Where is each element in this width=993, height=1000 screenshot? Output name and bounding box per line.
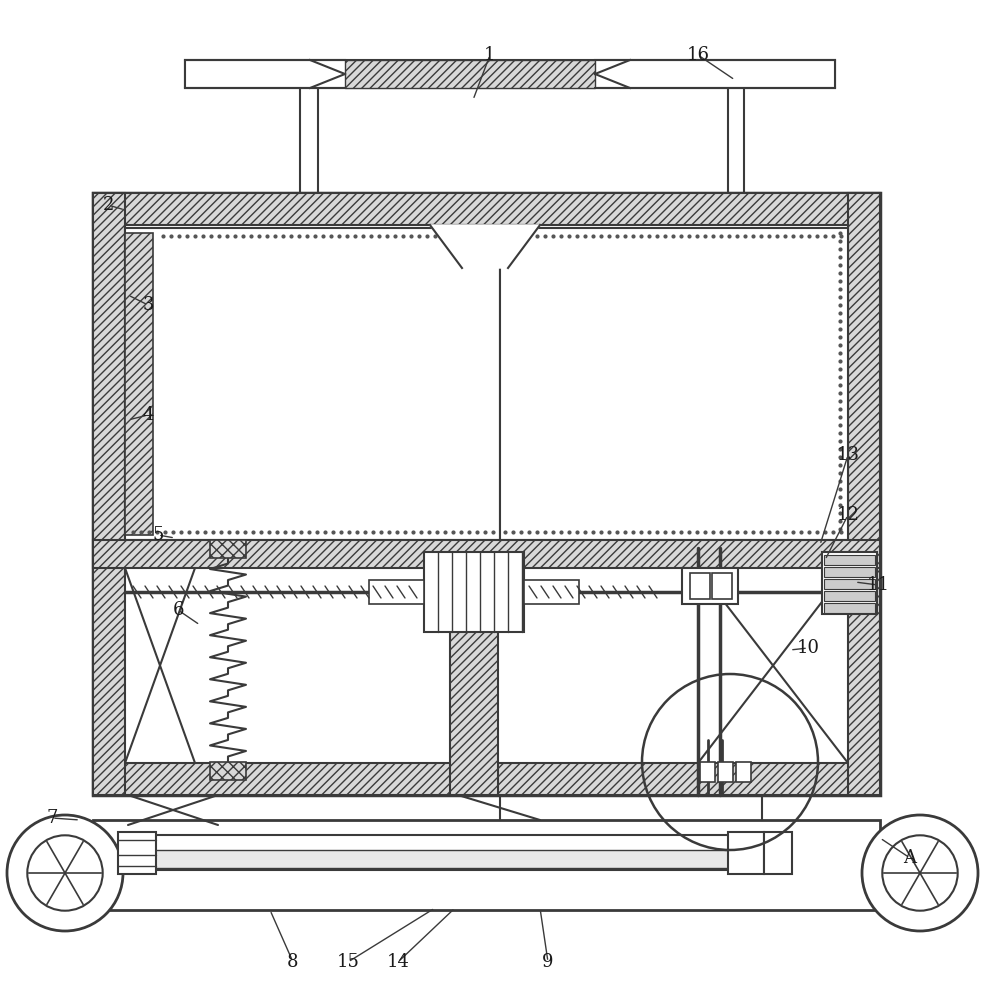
Bar: [93, 820, 880, 910]
Bar: [728, 832, 764, 874]
Bar: [130, 835, 770, 870]
Text: 2: 2: [102, 196, 113, 214]
Bar: [93, 540, 880, 568]
Bar: [682, 568, 738, 604]
Bar: [736, 762, 751, 782]
Text: 3: 3: [142, 296, 154, 314]
Bar: [369, 580, 424, 604]
Text: 10: 10: [796, 639, 819, 657]
Bar: [824, 603, 875, 613]
Text: 15: 15: [337, 953, 359, 971]
Bar: [824, 591, 875, 601]
Bar: [764, 832, 792, 874]
Text: A: A: [904, 849, 917, 867]
Text: 6: 6: [172, 601, 184, 619]
Bar: [822, 552, 877, 614]
Bar: [718, 762, 733, 782]
Bar: [130, 850, 770, 868]
Bar: [93, 193, 125, 795]
Text: 4: 4: [142, 406, 154, 424]
Bar: [118, 832, 156, 874]
Bar: [848, 193, 880, 795]
Bar: [424, 552, 524, 632]
Bar: [93, 763, 880, 795]
Bar: [210, 540, 246, 558]
Text: 14: 14: [386, 953, 409, 971]
Text: 13: 13: [836, 446, 860, 464]
Bar: [500, 228, 848, 540]
Text: 16: 16: [686, 46, 710, 64]
Text: 12: 12: [836, 506, 859, 524]
Text: 7: 7: [47, 809, 58, 827]
Circle shape: [862, 815, 978, 931]
Bar: [450, 620, 498, 795]
Bar: [125, 233, 153, 535]
Bar: [824, 555, 875, 565]
Text: 11: 11: [867, 576, 890, 594]
Text: 9: 9: [542, 953, 554, 971]
Bar: [125, 228, 500, 540]
Bar: [690, 573, 710, 599]
Bar: [524, 580, 579, 604]
Bar: [824, 567, 875, 577]
Bar: [185, 60, 835, 88]
Bar: [712, 573, 732, 599]
Bar: [824, 579, 875, 589]
Bar: [700, 762, 715, 782]
Bar: [345, 60, 595, 88]
Polygon shape: [430, 225, 540, 268]
Circle shape: [7, 815, 123, 931]
Text: 5: 5: [152, 526, 164, 544]
Text: 1: 1: [485, 46, 496, 64]
Text: 8: 8: [287, 953, 299, 971]
Bar: [93, 193, 880, 795]
Bar: [93, 193, 880, 225]
Bar: [210, 762, 246, 780]
Bar: [452, 600, 496, 620]
